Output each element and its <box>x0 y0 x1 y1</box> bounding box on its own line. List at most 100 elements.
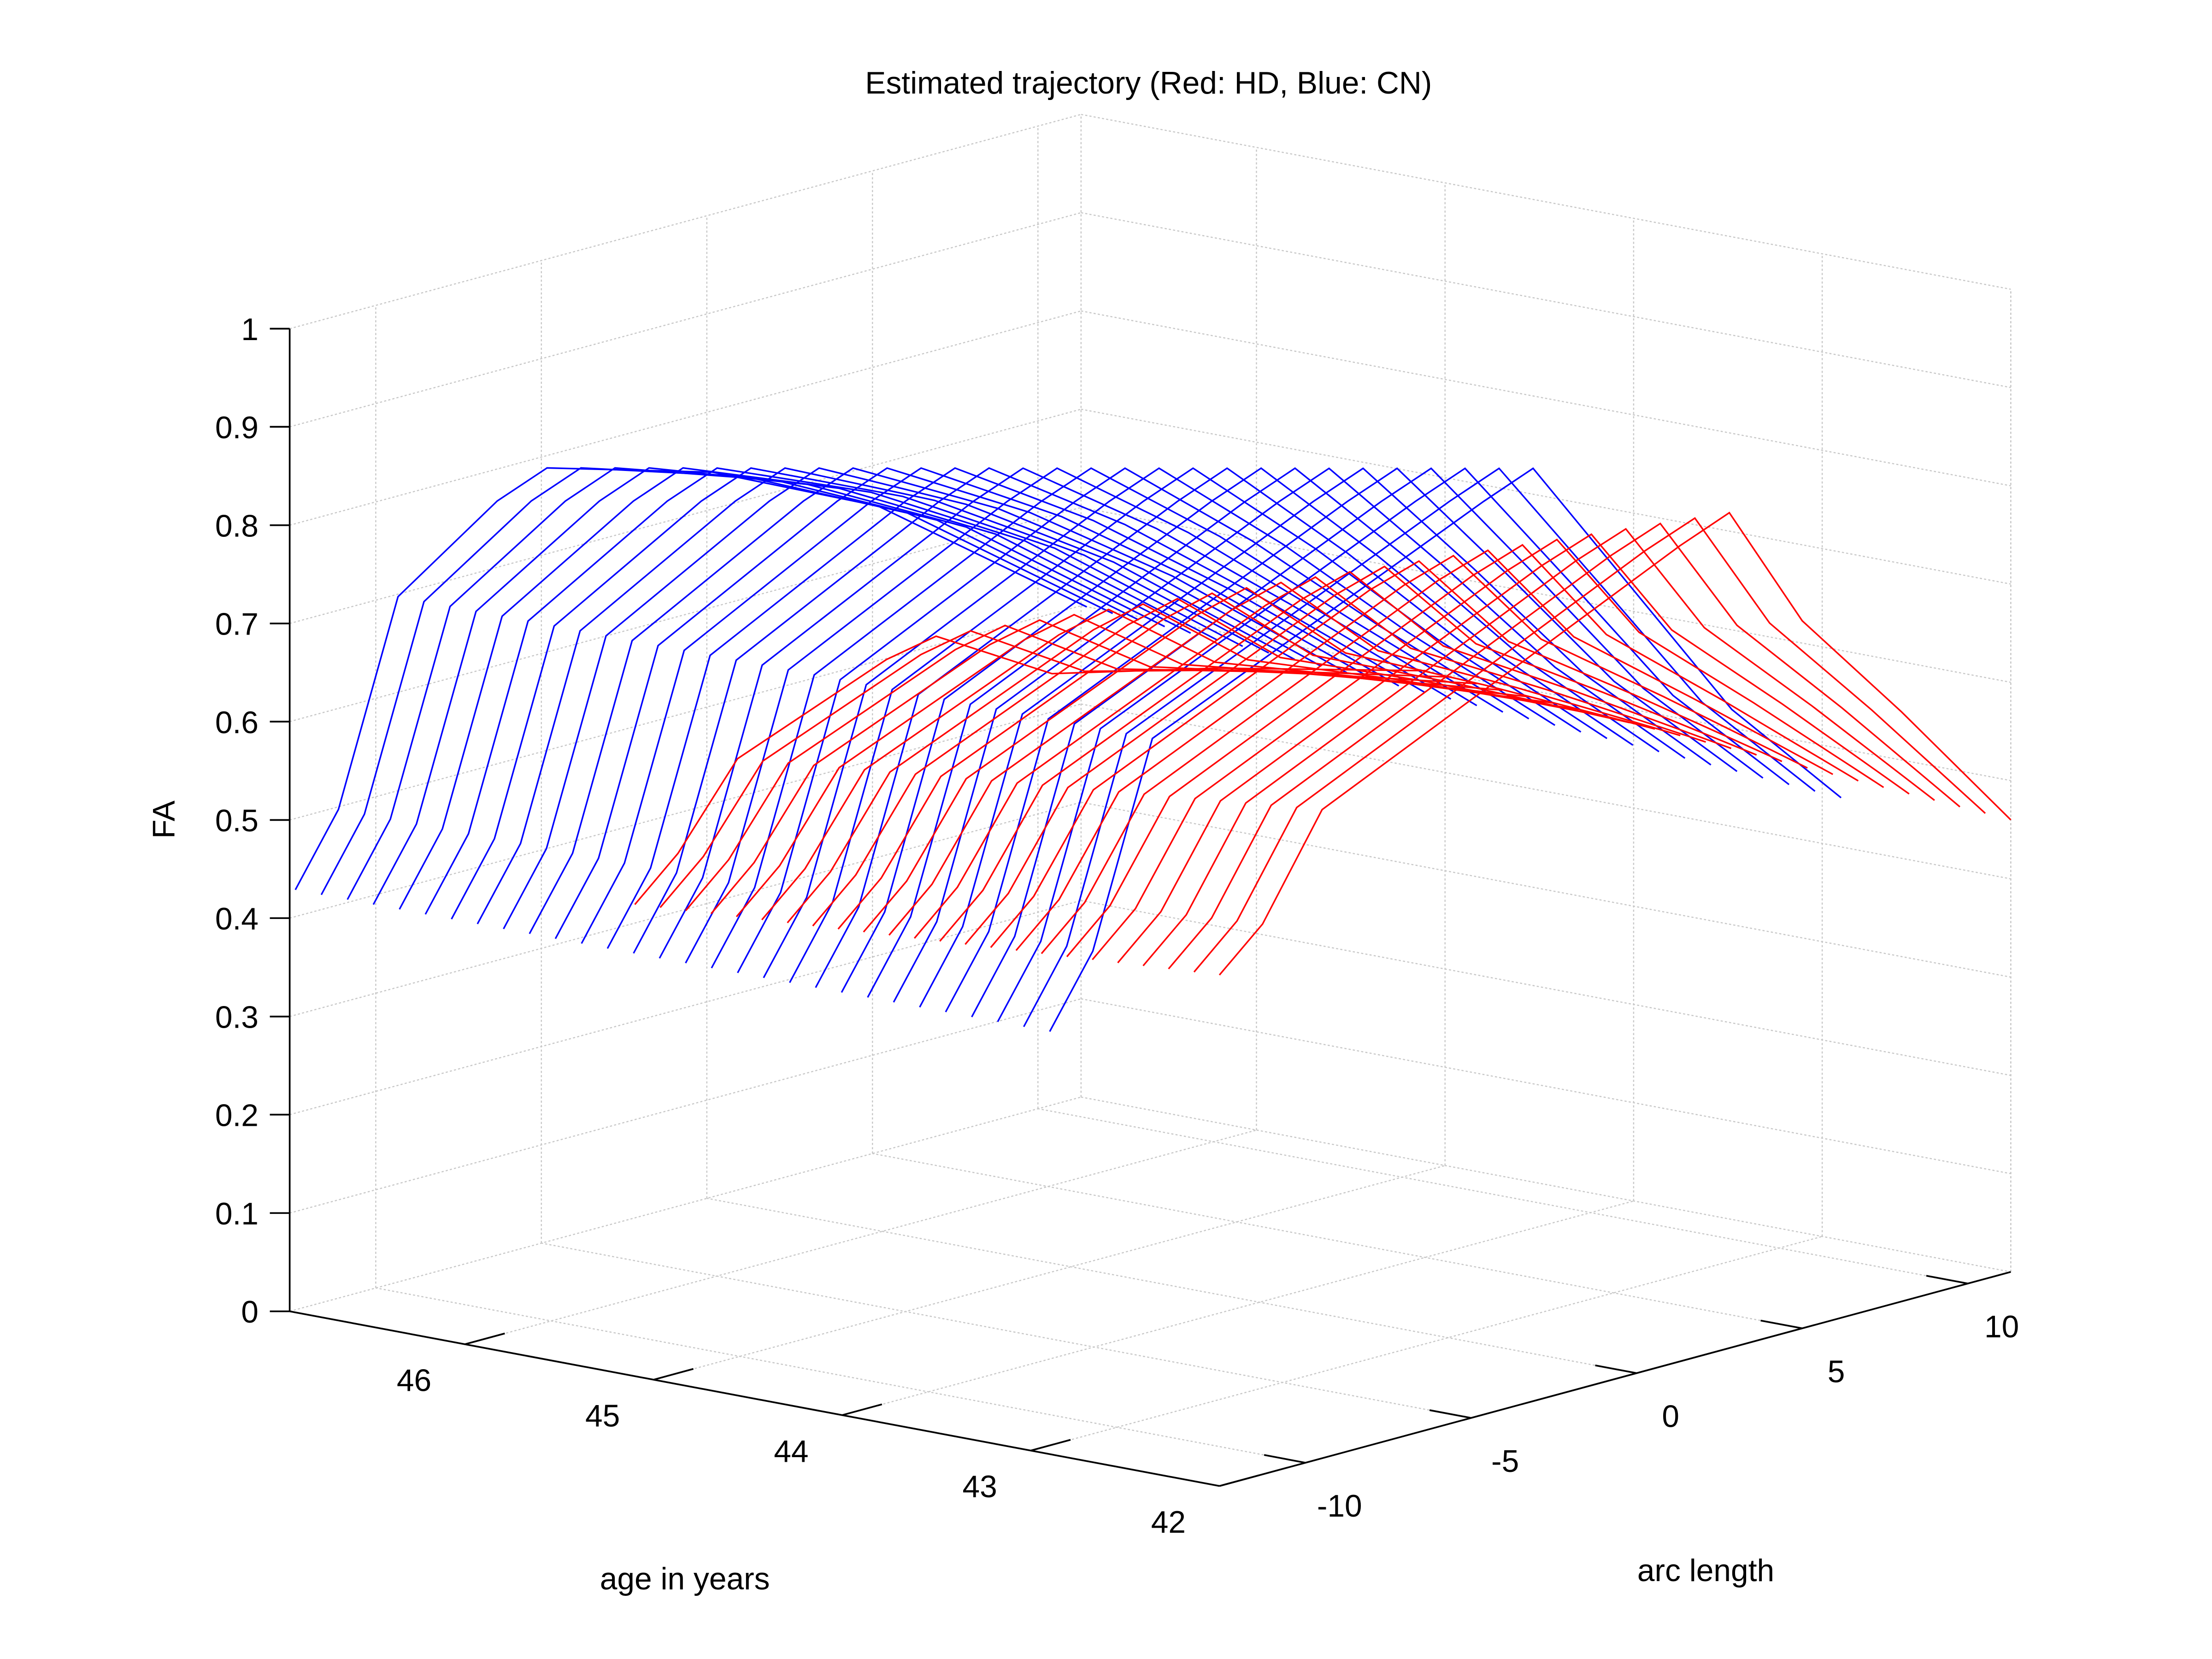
x-axis-label: age in years <box>600 1562 770 1596</box>
y-tick-label: 0 <box>1662 1400 1679 1434</box>
curve-cn <box>685 467 1477 964</box>
curve-cn <box>789 467 1582 983</box>
z-tick-label: 0.6 <box>215 706 259 740</box>
z-tick-label: 1 <box>241 312 259 347</box>
back-wall-gridline-z <box>289 998 1082 1214</box>
z-tick-label: 0.9 <box>215 411 259 445</box>
z-tick-label: 0.2 <box>215 1098 259 1133</box>
curve-hd <box>1092 538 1884 960</box>
x-tick-label: 42 <box>1151 1505 1186 1540</box>
chart-title: Estimated trajectory (Red: HD, Blue: CN) <box>865 66 1432 100</box>
curve-cn <box>711 467 1504 969</box>
back-wall-gridline-z <box>289 1096 1082 1312</box>
y-tick-label: -5 <box>1491 1444 1519 1479</box>
curve-hd <box>939 571 1732 942</box>
curve-cn <box>347 467 1139 900</box>
curve-cn <box>320 467 1113 895</box>
curve-cn <box>971 467 1764 1018</box>
floor-gridline-age <box>465 1130 1257 1345</box>
x-tick <box>653 1368 694 1381</box>
tick-labels: 0 0.1 0.2 0.3 0.4 0.5 0.6 0.7 0.8 0.9 1 42 43 44 45 46 -… <box>215 312 2019 1540</box>
x-tick-label: 46 <box>397 1363 431 1398</box>
z-axis-label: FA <box>147 800 181 839</box>
x-tick <box>1030 1439 1071 1452</box>
y-axis-line <box>1219 1271 2011 1487</box>
z-tick-label: 0.8 <box>215 509 259 543</box>
z-tick-label: 0.3 <box>215 1000 259 1035</box>
curve-hd <box>1168 522 1961 970</box>
y-tick <box>1429 1409 1471 1419</box>
floor-gridline-age <box>653 1165 1446 1381</box>
trajectory-curves <box>294 467 2012 1032</box>
floor-gridline-arc <box>1038 1108 1968 1284</box>
curve-hd <box>1142 528 1935 966</box>
curve-cn <box>1049 467 1842 1032</box>
curve-cn <box>581 467 1373 944</box>
y-tick-label: 10 <box>1984 1310 2019 1344</box>
y-tick-label: -10 <box>1317 1489 1362 1524</box>
floor-gridline-arc <box>706 1198 1637 1374</box>
curve-hd <box>1117 533 1910 964</box>
z-tick-label: 0.1 <box>215 1197 259 1231</box>
z-tick-label: 0.7 <box>215 607 259 642</box>
floor-gridline-arc <box>872 1153 1802 1329</box>
back-wall-gridline-z <box>289 310 1082 526</box>
axes <box>270 328 2011 1487</box>
x-axis-line <box>289 1310 1220 1487</box>
curve-cn <box>477 467 1270 924</box>
right-wall-gridline-z <box>1081 507 2011 683</box>
curve-cn <box>1023 467 1816 1027</box>
floor-gridline-age <box>842 1200 1634 1416</box>
right-wall-gridline-z <box>1081 703 2011 880</box>
curve-cn <box>815 467 1608 988</box>
curve-cn <box>633 467 1425 954</box>
right-wall-gridline-z <box>1081 998 2011 1174</box>
right-wall-gridline-z <box>1081 114 2011 290</box>
curve-hd <box>1015 554 1808 951</box>
z-tick-label: 0.4 <box>215 902 259 936</box>
curve-hd <box>888 582 1681 936</box>
curve-cn <box>945 467 1738 1012</box>
curve-cn <box>737 467 1530 973</box>
back-wall-gridline-z <box>289 507 1082 723</box>
right-wall-gridline-z <box>1081 212 2011 388</box>
curve-cn <box>451 467 1243 920</box>
back-wall-gridline-z <box>289 408 1082 624</box>
right-wall-gridline-z <box>1081 310 2011 487</box>
floor-gridline-arc <box>376 1287 1306 1464</box>
curve-hd <box>761 608 1553 921</box>
floor-gridline-age <box>1030 1235 1823 1451</box>
x-tick-label: 45 <box>585 1399 620 1433</box>
x-tick-label: 43 <box>963 1470 997 1504</box>
curve-hd <box>1193 517 1986 973</box>
y-axis-label: arc length <box>1637 1553 1774 1588</box>
back-wall-gridline-z <box>289 114 1082 329</box>
y-tick <box>1595 1364 1637 1374</box>
right-wall-gridline-z <box>1081 801 2011 978</box>
curve-cn <box>399 467 1191 910</box>
curve-cn <box>867 467 1659 998</box>
curve-hd <box>914 576 1706 939</box>
y-tick <box>1264 1454 1306 1464</box>
back-wall-gridline-z <box>289 703 1082 919</box>
curve-hd <box>1041 549 1834 954</box>
grid-lines <box>289 114 2012 1487</box>
curve-cn <box>997 467 1790 1023</box>
curve-hd <box>990 560 1783 948</box>
x-tick <box>842 1403 882 1416</box>
curve-cn <box>841 467 1634 993</box>
y-tick-label: 5 <box>1828 1354 1845 1389</box>
curve-hd <box>965 565 1757 945</box>
curve-hd <box>863 587 1655 933</box>
x-tick <box>1219 1474 1259 1487</box>
curve-cn <box>893 467 1686 1003</box>
curve-cn <box>554 467 1347 939</box>
curve-cn <box>529 467 1321 934</box>
back-wall-gridline-z <box>289 605 1082 821</box>
right-wall-gridline-z <box>1081 900 2011 1076</box>
x-tick <box>465 1332 505 1345</box>
curve-hd <box>812 598 1604 927</box>
floor-gridline-arc <box>541 1242 1471 1419</box>
